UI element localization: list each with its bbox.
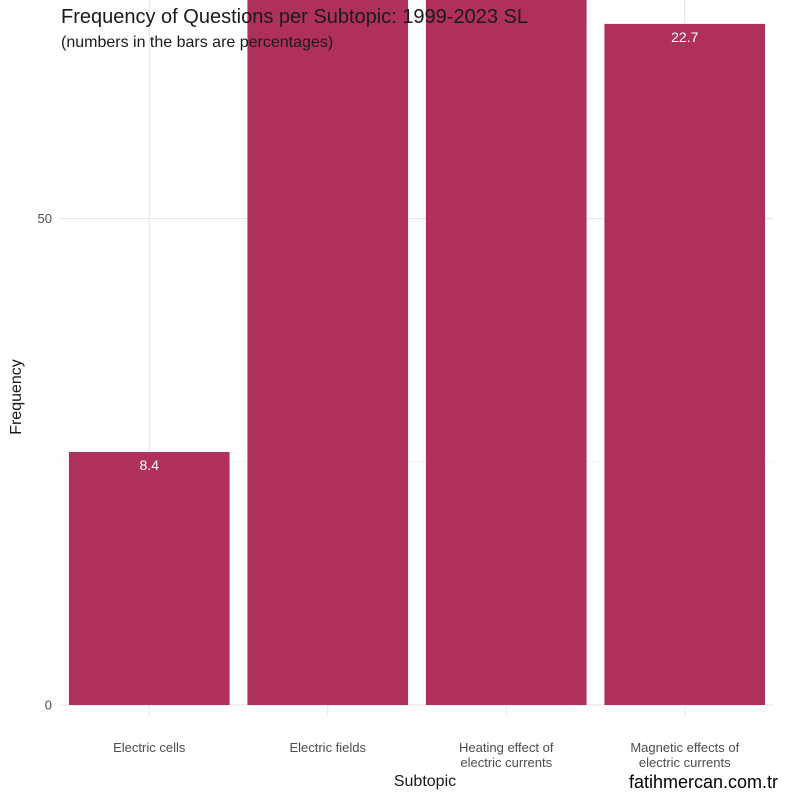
chart-subtitle: (numbers in the bars are percentages)	[61, 34, 334, 51]
y-tick-label: 0	[45, 698, 52, 713]
x-tick-label-line: Heating effect of	[459, 740, 554, 755]
x-tick-label: Heating effect of electric currents	[459, 740, 554, 770]
chart-title: Frequency of Questions per Subtopic: 199…	[61, 6, 528, 28]
bar-value-label: 8.4	[140, 457, 160, 473]
x-tick-label-line: electric currents	[639, 755, 731, 770]
chart-caption: fatihmercan.com.tr	[628, 772, 778, 792]
y-tick-label: 50	[38, 211, 52, 226]
x-tick-label-line: Electric cells	[113, 740, 186, 755]
x-axis-label: Subtopic	[393, 773, 457, 790]
bar	[247, 0, 409, 706]
bar	[604, 23, 766, 705]
x-tick-label-line: electric currents	[460, 755, 552, 770]
x-tick-label-line: Magnetic effects of	[630, 740, 739, 755]
x-tick-label: Magnetic effects of electric currents	[630, 740, 739, 770]
x-tick-label: Electric cells	[113, 740, 186, 755]
bar	[425, 0, 587, 705]
bar	[68, 452, 230, 705]
bar-value-label: 22.7	[671, 29, 698, 45]
y-axis-label: Frequency	[8, 359, 25, 435]
x-tick-label: Electric fields	[289, 740, 366, 755]
x-tick-label-line: Electric fields	[289, 740, 366, 755]
